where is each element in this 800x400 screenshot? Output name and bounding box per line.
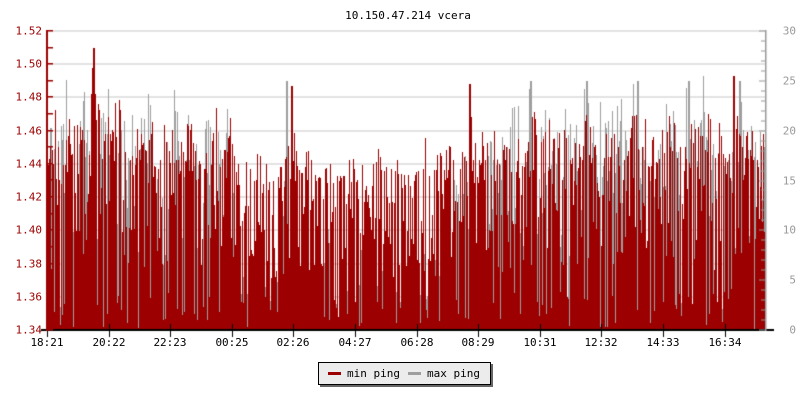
- left-tick-label: 1.36: [15, 290, 43, 304]
- max-ping-swatch-icon: [407, 372, 421, 375]
- x-tick-label: 14:33: [646, 336, 680, 349]
- right-tick-label: 0: [789, 323, 796, 337]
- left-tick-label: 1.42: [15, 190, 43, 204]
- x-tick-label: 06:28: [400, 336, 434, 349]
- legend-box: min ping max ping: [318, 362, 491, 385]
- left-tick-label: 1.38: [15, 257, 43, 271]
- x-tick-label: 18:21: [30, 336, 64, 349]
- right-tick-label: 30: [782, 24, 796, 38]
- right-tick-label: 20: [782, 124, 796, 138]
- left-tick-label: 1.46: [15, 124, 43, 138]
- x-tick-label: 08:29: [461, 336, 495, 349]
- right-tick-label: 25: [782, 74, 796, 88]
- x-tick-label: 20:22: [92, 336, 126, 349]
- x-tick-label: 12:32: [584, 336, 618, 349]
- legend-item-min-ping: min ping: [328, 367, 400, 380]
- left-tick-label: 1.44: [15, 157, 43, 171]
- x-tick-label: 02:26: [276, 336, 310, 349]
- legend-item-max-ping: max ping: [407, 367, 480, 380]
- left-tick-label: 1.52: [15, 24, 43, 38]
- legend-label-max-ping: max ping: [426, 367, 480, 380]
- x-tick-label: 04:27: [338, 336, 372, 349]
- legend-label-min-ping: min ping: [347, 367, 400, 380]
- min-ping-swatch-icon: [328, 372, 341, 375]
- left-tick-label: 1.34: [15, 323, 43, 337]
- x-tick-label: 00:25: [215, 336, 249, 349]
- x-tick-label: 16:34: [708, 336, 742, 349]
- graph-title: 10.150.47.214 vcera: [345, 9, 471, 22]
- left-tick-label: 1.40: [15, 223, 43, 237]
- x-tick-label: 10:31: [523, 336, 557, 349]
- right-tick-label: 5: [789, 273, 796, 287]
- left-tick-label: 1.50: [15, 57, 43, 71]
- right-tick-label: 10: [782, 223, 796, 237]
- right-tick-label: 15: [782, 174, 796, 187]
- left-tick-label: 1.48: [15, 90, 43, 104]
- x-tick-label: 22:23: [153, 336, 187, 349]
